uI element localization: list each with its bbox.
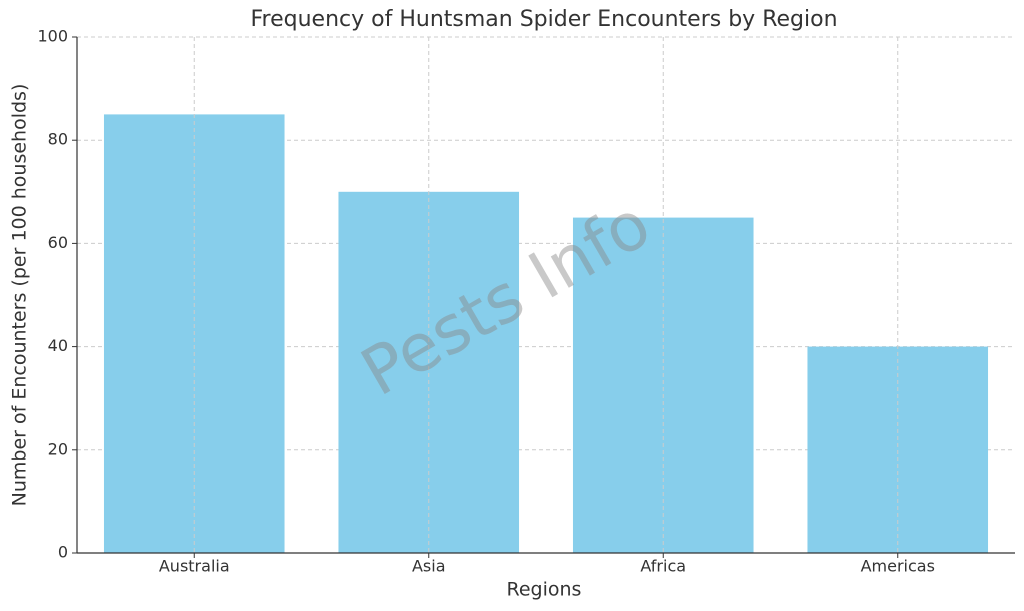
y-tick-label: 20 — [48, 439, 68, 458]
chart-title: Frequency of Huntsman Spider Encounters … — [250, 7, 837, 32]
bar — [572, 217, 754, 553]
y-tick-label: 60 — [48, 233, 68, 252]
x-tick-label: Africa — [640, 557, 686, 576]
y-tick-label: 0 — [58, 543, 68, 562]
y-tick-label: 40 — [48, 336, 68, 355]
x-tick-label: Asia — [412, 557, 446, 576]
x-tick-label: Australia — [159, 557, 230, 576]
x-axis-label: Regions — [507, 579, 582, 601]
y-tick-label: 80 — [48, 130, 68, 149]
x-tick-label: Americas — [861, 557, 935, 576]
y-tick-label: 100 — [37, 27, 68, 46]
y-axis-label: Number of Encounters (per 100 households… — [9, 84, 31, 507]
